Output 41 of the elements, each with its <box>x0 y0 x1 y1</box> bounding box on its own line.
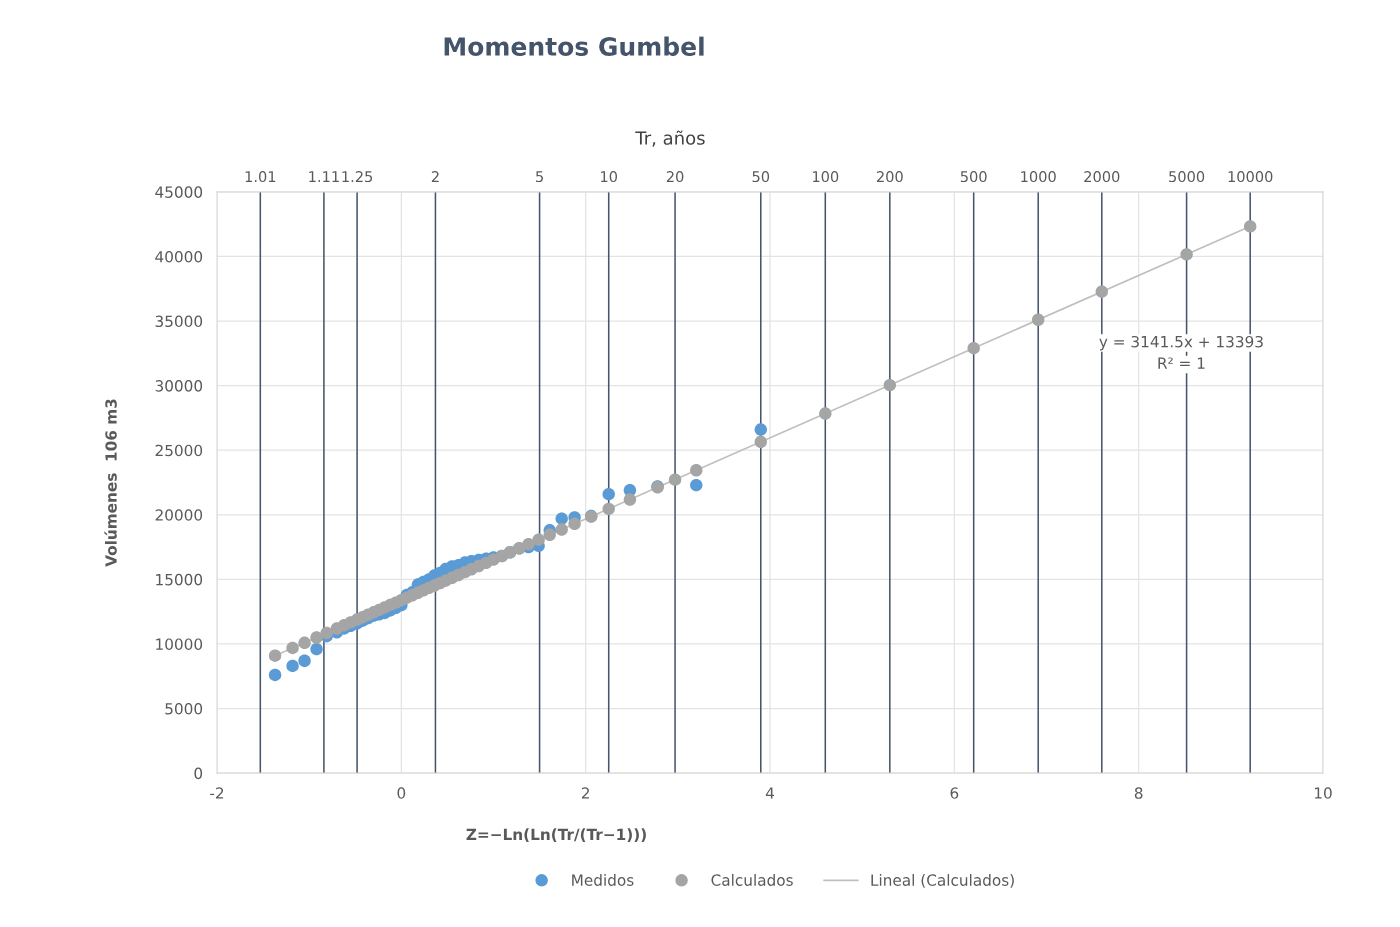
annotation: y = 3141.5x + 13393 <box>1099 335 1263 351</box>
x-tick-label: 0 <box>397 787 406 799</box>
y-tick-label: 20000 <box>155 509 203 521</box>
x-tick-label: -2 <box>210 787 224 799</box>
annotation: 1.11 <box>309 171 339 182</box>
chart-title: Momentos Gumbel <box>444 36 704 56</box>
y-tick-label: 5000 <box>165 703 203 715</box>
x-axis-title: Z=−Ln(Ln(Tr/(Tr−1))) <box>466 828 646 842</box>
x-tick-label: 2 <box>581 787 589 799</box>
x-tick-label: 6 <box>950 787 959 799</box>
annotation: R² = 1 <box>1158 357 1205 369</box>
y-tick-label: 35000 <box>155 315 203 328</box>
x-tick-label: 10 <box>1314 787 1332 799</box>
y-tick-label: 25000 <box>155 444 203 457</box>
annotation: 10 <box>601 171 618 183</box>
y-tick-label: 30000 <box>155 380 203 392</box>
annotation: 500 <box>960 171 987 183</box>
annotation: 1000 <box>1021 171 1056 183</box>
annotation: 20 <box>666 171 684 183</box>
annotation: 2 <box>431 171 439 182</box>
annotation: 5 <box>536 171 543 183</box>
x2-axis-title: Tr, años <box>635 130 705 147</box>
y-axis-title: Volúmenes 106 m3 <box>104 399 117 567</box>
legend-label: Lineal (Calculados) <box>871 874 1014 888</box>
annotation: 100 <box>812 171 839 183</box>
annotation: 10000 <box>1228 171 1273 183</box>
y-tick-label: 0 <box>194 767 203 780</box>
annotation: 2000 <box>1084 171 1120 183</box>
annotation: 200 <box>876 171 903 183</box>
annotation: 5000 <box>1169 171 1205 183</box>
y-tick-label: 10000 <box>156 638 203 650</box>
annotation: 1.25 <box>342 171 373 183</box>
x-tick-label: 4 <box>765 787 774 799</box>
y-tick-label: 15000 <box>156 573 203 586</box>
y-tick-label: 40000 <box>155 250 203 263</box>
annotation: 50 <box>752 171 770 183</box>
y-tick-label: 45000 <box>155 186 203 198</box>
x-tick-label: 8 <box>1134 787 1143 799</box>
annotation: 1.01 <box>245 171 276 183</box>
legend-label: Calculados <box>711 874 793 886</box>
legend-label: Medidos <box>572 874 634 886</box>
